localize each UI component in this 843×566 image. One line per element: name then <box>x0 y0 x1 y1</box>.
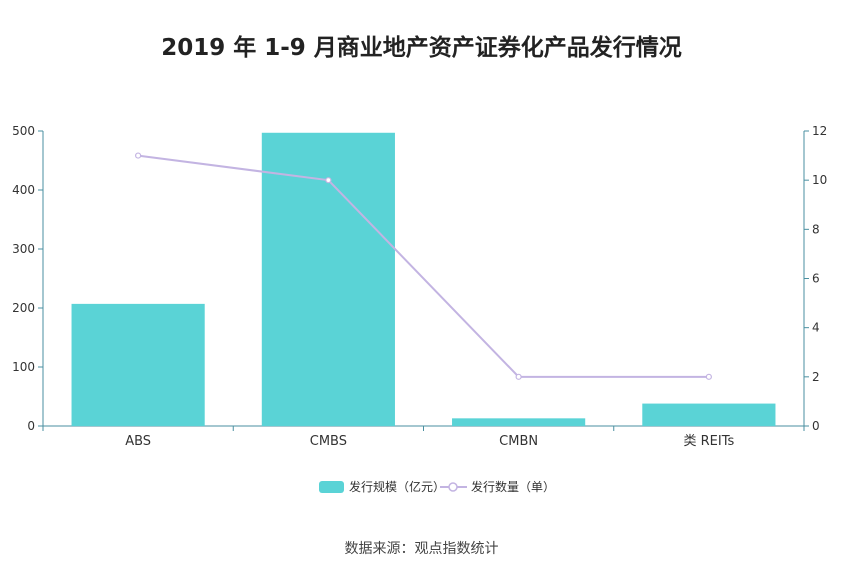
data-source-note: 数据来源：观点指数统计 <box>344 541 499 557</box>
right-y-tick-label: 6 <box>812 272 820 286</box>
right-y-tick-label: 10 <box>812 173 827 187</box>
bar-2 <box>452 418 586 426</box>
left-y-tick-label: 200 <box>12 301 35 315</box>
count-point-1 <box>325 177 332 184</box>
right-y-tick-label: 8 <box>812 222 820 236</box>
right-y-tick-label: 12 <box>812 124 827 138</box>
count-point-2 <box>515 373 522 380</box>
x-category-label: CMBN <box>499 434 538 449</box>
legend-line-label: 发行数量（单） <box>471 479 555 494</box>
x-category-label: 类 REITs <box>683 434 734 449</box>
legend-line-marker <box>448 482 458 492</box>
left-y-tick-label: 300 <box>12 242 35 256</box>
left-y-tick-label: 400 <box>12 183 35 197</box>
count-point-3 <box>705 373 712 380</box>
legend-bar-label: 发行规模（亿元） <box>349 479 445 494</box>
bar-0 <box>71 303 205 426</box>
count-point-0 <box>135 152 142 159</box>
right-y-tick-label: 4 <box>812 321 820 335</box>
x-category-label: ABS <box>125 434 151 449</box>
left-y-tick-label: 500 <box>12 124 35 138</box>
left-y-tick-label: 100 <box>12 360 35 374</box>
right-y-tick-label: 2 <box>812 370 820 384</box>
legend-bar-swatch <box>319 481 344 493</box>
count-line <box>137 154 709 378</box>
right-y-tick-label: 0 <box>812 419 820 433</box>
x-category-label: CMBS <box>310 434 347 449</box>
bar-3 <box>642 403 776 426</box>
chart-title: 2019 年 1-9 月商业地产资产证券化产品发行情况 <box>161 35 682 61</box>
left-y-tick-label: 0 <box>27 419 35 433</box>
bar-1 <box>261 132 395 426</box>
